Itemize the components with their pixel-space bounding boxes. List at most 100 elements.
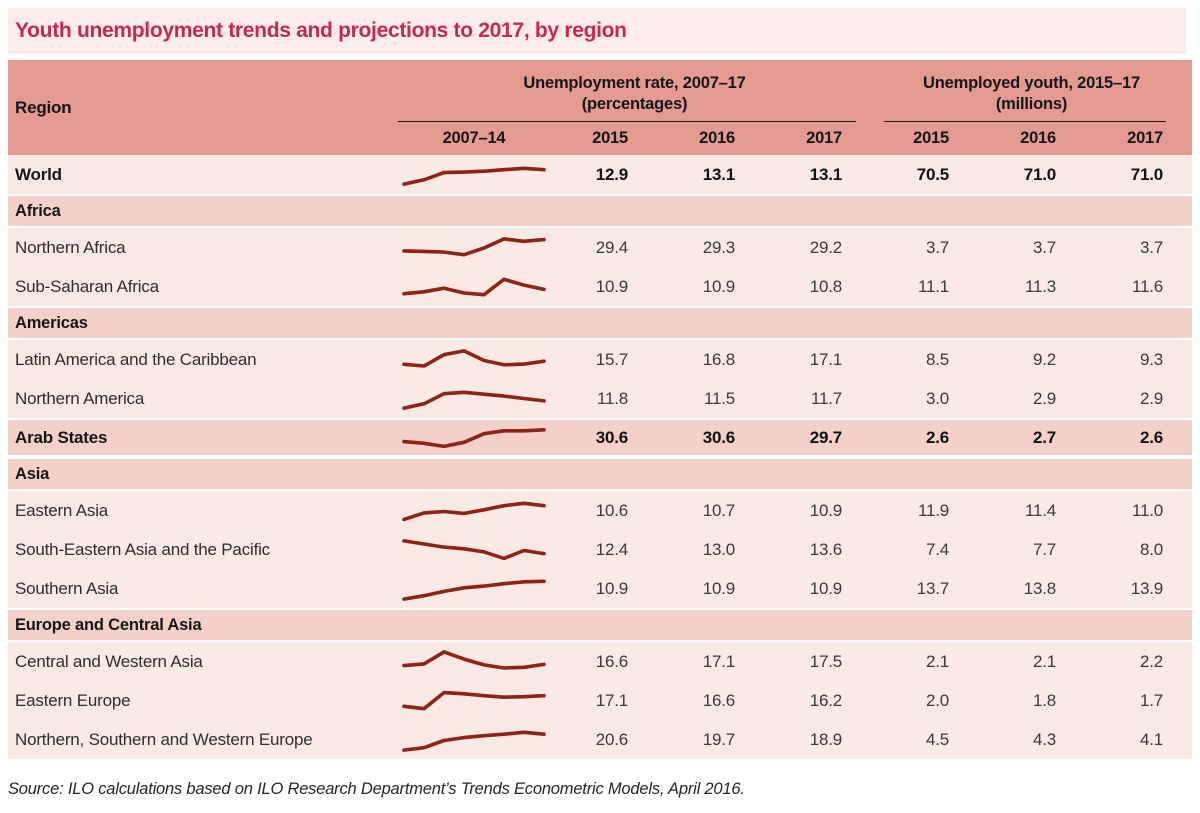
rate-2017-header: 2017 xyxy=(806,129,842,147)
table-row: Northern, Southern and Western Europe 20.… xyxy=(8,720,1192,759)
youth-2016-cell: 3.7 xyxy=(1032,237,1056,257)
rate-2016-cell: 29.3 xyxy=(702,237,735,257)
table-row: Arab States 30.6 30.6 29.7 2.6 2.7 2.6 xyxy=(8,418,1192,457)
youth-2016-cell: 4.3 xyxy=(1032,729,1056,749)
section-label: Africa xyxy=(15,201,61,220)
rate-2017-cell: 18.9 xyxy=(809,729,842,749)
rate-2017-cell: 10.9 xyxy=(809,578,842,598)
region-label: Eastern Europe xyxy=(15,690,131,710)
youth-2015-cell: 3.7 xyxy=(925,237,949,257)
youth-2017-cell: 2.9 xyxy=(1139,388,1163,408)
youth-2016-cell: 1.8 xyxy=(1032,690,1056,710)
trend-sparkline xyxy=(398,574,550,604)
youth-2016-cell: 2.9 xyxy=(1032,388,1056,408)
youth-2016-header: 2016 xyxy=(1020,129,1056,147)
rate-2016-header: 2016 xyxy=(699,129,735,147)
table-row: Sub-Saharan Africa 10.9 10.9 10.8 11.1 11.3 11… xyxy=(8,267,1192,306)
youth-2015-cell: 13.7 xyxy=(916,578,949,598)
source-note: Source: ILO calculations based on ILO Re… xyxy=(8,780,745,798)
rate-2015-cell: 30.6 xyxy=(595,427,628,447)
section-row: Africa xyxy=(8,194,1192,228)
rate-group-line1: Unemployment rate, 2007–17 xyxy=(523,73,746,92)
rate-2017-cell: 29.2 xyxy=(809,237,842,257)
table-row: Latin America and the Caribbean 15.7 16.8 1… xyxy=(8,340,1192,379)
youth-2017-cell: 2.2 xyxy=(1139,651,1163,671)
rate-2015-cell: 29.4 xyxy=(595,237,628,257)
rate-2016-cell: 17.1 xyxy=(702,651,735,671)
trend-sparkline xyxy=(398,423,550,453)
youth-2017-cell: 9.3 xyxy=(1139,349,1163,369)
table-row: Northern Africa 29.4 29.3 29.2 3.7 3.7 3.7 xyxy=(8,228,1192,267)
region-label: Sub-Saharan Africa xyxy=(15,276,159,296)
rate-year-headers: 2007–14 2015 2016 2017 xyxy=(398,122,871,155)
rate-2015-cell: 10.9 xyxy=(595,276,628,296)
rate-2016-cell: 13.1 xyxy=(702,164,735,184)
youth-2016-cell: 11.4 xyxy=(1024,500,1056,520)
rate-2017-cell: 17.5 xyxy=(809,651,842,671)
region-label: World xyxy=(15,164,62,184)
youth-2017-cell: 11.6 xyxy=(1131,276,1163,296)
title-band: Youth unemployment trends and projection… xyxy=(8,8,1186,54)
rate-2015-cell: 15.7 xyxy=(595,349,628,369)
trend-sparkline xyxy=(398,647,550,677)
rate-2015-header: 2015 xyxy=(592,129,628,147)
youth-2017-cell: 2.6 xyxy=(1139,427,1163,447)
youth-2016-cell: 2.1 xyxy=(1032,651,1056,671)
rate-2016-cell: 16.8 xyxy=(702,349,735,369)
youth-2015-cell: 2.1 xyxy=(925,651,949,671)
youth-2015-cell: 70.5 xyxy=(916,164,949,184)
table-row: Northern America 11.8 11.5 11.7 3.0 2.9 2.9 xyxy=(8,379,1192,418)
youth-2017-cell: 8.0 xyxy=(1139,539,1163,559)
youth-2015-cell: 7.4 xyxy=(925,539,949,559)
youth-2015-cell: 2.6 xyxy=(925,427,949,447)
rate-2015-cell: 11.8 xyxy=(596,388,628,408)
youth-2017-cell: 13.9 xyxy=(1130,578,1163,598)
table-row: Eastern Asia 10.6 10.7 10.9 11.9 11.4 11.0 xyxy=(8,491,1192,530)
table-body: World 12.9 13.1 13.1 70.5 71.0 71.0 Africa North… xyxy=(8,155,1192,759)
rate-group-header: Unemployment rate, 2007–17 (percentages)… xyxy=(398,60,871,155)
trend-sparkline xyxy=(398,725,550,755)
region-column-header: Region xyxy=(15,97,72,117)
table-row: South-Eastern Asia and the Pacific 12.4 13… xyxy=(8,530,1192,569)
rate-2016-cell: 19.7 xyxy=(702,729,735,749)
youth-group-line2: (millions) xyxy=(995,94,1068,113)
rate-2017-cell: 29.7 xyxy=(809,427,842,447)
trend-sparkline xyxy=(398,686,550,716)
youth-2016-cell: 13.8 xyxy=(1023,578,1056,598)
region-label: Southern Asia xyxy=(15,578,119,598)
youth-2015-cell: 11.1 xyxy=(917,276,949,296)
region-label: South-Eastern Asia and the Pacific xyxy=(15,539,270,559)
section-row: Americas xyxy=(8,306,1192,340)
trend-sparkline xyxy=(398,233,550,263)
section-label: Americas xyxy=(15,313,88,332)
youth-2017-cell: 71.0 xyxy=(1130,164,1163,184)
section-row: Europe and Central Asia xyxy=(8,608,1192,642)
youth-group-header: Unemployed youth, 2015–17 (millions) 201… xyxy=(871,60,1192,155)
rate-2015-cell: 12.4 xyxy=(595,539,628,559)
rate-2015-cell: 20.6 xyxy=(595,729,628,749)
region-label: Northern, Southern and Western Europe xyxy=(15,729,313,749)
rate-2015-cell: 17.1 xyxy=(595,690,628,710)
region-label: Northern America xyxy=(15,388,145,408)
table-row: Southern Asia 10.9 10.9 10.9 13.7 13.8 13.9 xyxy=(8,569,1192,608)
youth-2017-header: 2017 xyxy=(1127,129,1163,147)
region-label: Latin America and the Caribbean xyxy=(15,349,257,369)
youth-2015-header: 2015 xyxy=(913,129,949,147)
rate-2016-cell: 10.9 xyxy=(702,276,735,296)
rate-2016-cell: 11.5 xyxy=(703,388,735,408)
table-row: Eastern Europe 17.1 16.6 16.2 2.0 1.8 1.7 xyxy=(8,681,1192,720)
youth-year-headers: 2015 2016 2017 xyxy=(871,122,1192,155)
region-label: Northern Africa xyxy=(15,237,126,257)
youth-2015-cell: 11.9 xyxy=(917,500,949,520)
rate-2017-cell: 11.7 xyxy=(810,388,842,408)
table-row: Central and Western Asia 16.6 17.1 17.5 2.1 2… xyxy=(8,642,1192,681)
table-row: World 12.9 13.1 13.1 70.5 71.0 71.0 xyxy=(8,155,1192,194)
youth-group-underline xyxy=(884,121,1166,122)
rate-2017-cell: 10.8 xyxy=(809,276,842,296)
youth-2016-cell: 9.2 xyxy=(1032,349,1056,369)
section-label: Europe and Central Asia xyxy=(15,615,202,634)
youth-2017-cell: 4.1 xyxy=(1139,729,1163,749)
region-label: Eastern Asia xyxy=(15,500,109,520)
trend-column-header: 2007–14 xyxy=(442,129,506,147)
unemployment-table: Region Unemployment rate, 2007–17 (perce… xyxy=(8,60,1192,759)
